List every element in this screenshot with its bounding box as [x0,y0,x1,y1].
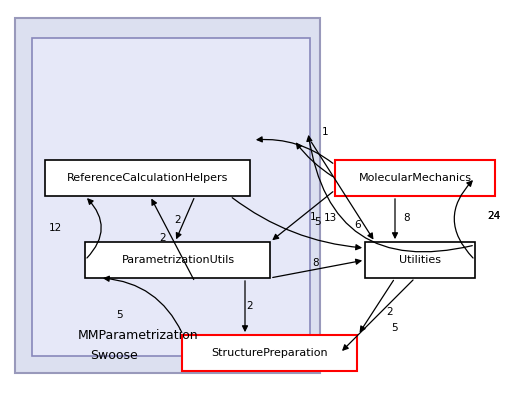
Text: 12: 12 [48,223,62,233]
Text: 1: 1 [322,127,328,137]
Bar [335,160,495,196]
Text: 2: 2 [175,215,181,225]
Text: 2: 2 [387,307,393,317]
Bar [365,242,475,278]
Text: 6: 6 [355,220,361,230]
Text: 8: 8 [313,258,319,268]
Text: 2: 2 [160,233,166,243]
Text: 24: 24 [488,211,501,221]
Bar [86,242,270,278]
Text: MMParametrization: MMParametrization [78,329,199,342]
Text: 13: 13 [323,213,336,223]
Text: Swoose: Swoose [90,349,138,362]
Text: MolecularMechanics: MolecularMechanics [358,173,471,183]
Text: 5: 5 [117,310,123,320]
Text: 5: 5 [392,323,399,333]
Text: 24: 24 [488,211,501,221]
Bar [15,18,320,373]
Text: 2: 2 [247,301,253,311]
Text: Utilities: Utilities [399,255,441,265]
Text: StructurePreparation: StructurePreparation [212,348,328,358]
Bar [45,160,250,196]
Text: 1: 1 [309,212,316,222]
Text: ParametrizationUtils: ParametrizationUtils [122,255,235,265]
Text: 8: 8 [404,213,410,223]
Bar [183,335,357,371]
Bar [32,38,310,356]
Text: 5: 5 [315,217,321,227]
Text: ReferenceCalculationHelpers: ReferenceCalculationHelpers [67,173,229,183]
